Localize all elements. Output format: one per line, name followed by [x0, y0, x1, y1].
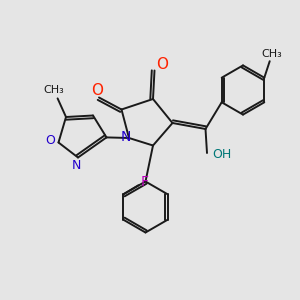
Text: O: O	[92, 83, 104, 98]
Text: O: O	[156, 57, 168, 72]
Text: CH₃: CH₃	[44, 85, 64, 95]
Text: N: N	[121, 130, 131, 144]
Text: CH₃: CH₃	[261, 49, 282, 59]
Text: N: N	[72, 159, 81, 172]
Text: F: F	[141, 175, 149, 189]
Text: O: O	[45, 134, 55, 148]
Text: OH: OH	[212, 148, 232, 161]
